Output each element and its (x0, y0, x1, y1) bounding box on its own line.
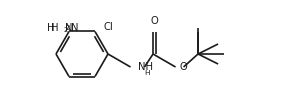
Text: H: H (144, 70, 150, 76)
Text: O: O (180, 62, 187, 72)
Text: 2: 2 (65, 25, 70, 32)
Text: Cl: Cl (103, 22, 113, 33)
Text: H: H (47, 23, 55, 33)
Text: 2: 2 (64, 27, 68, 33)
Text: N: N (65, 23, 72, 33)
Text: N: N (71, 23, 78, 33)
Text: H: H (51, 23, 59, 33)
Text: O: O (150, 16, 158, 26)
Text: NH: NH (137, 62, 153, 72)
